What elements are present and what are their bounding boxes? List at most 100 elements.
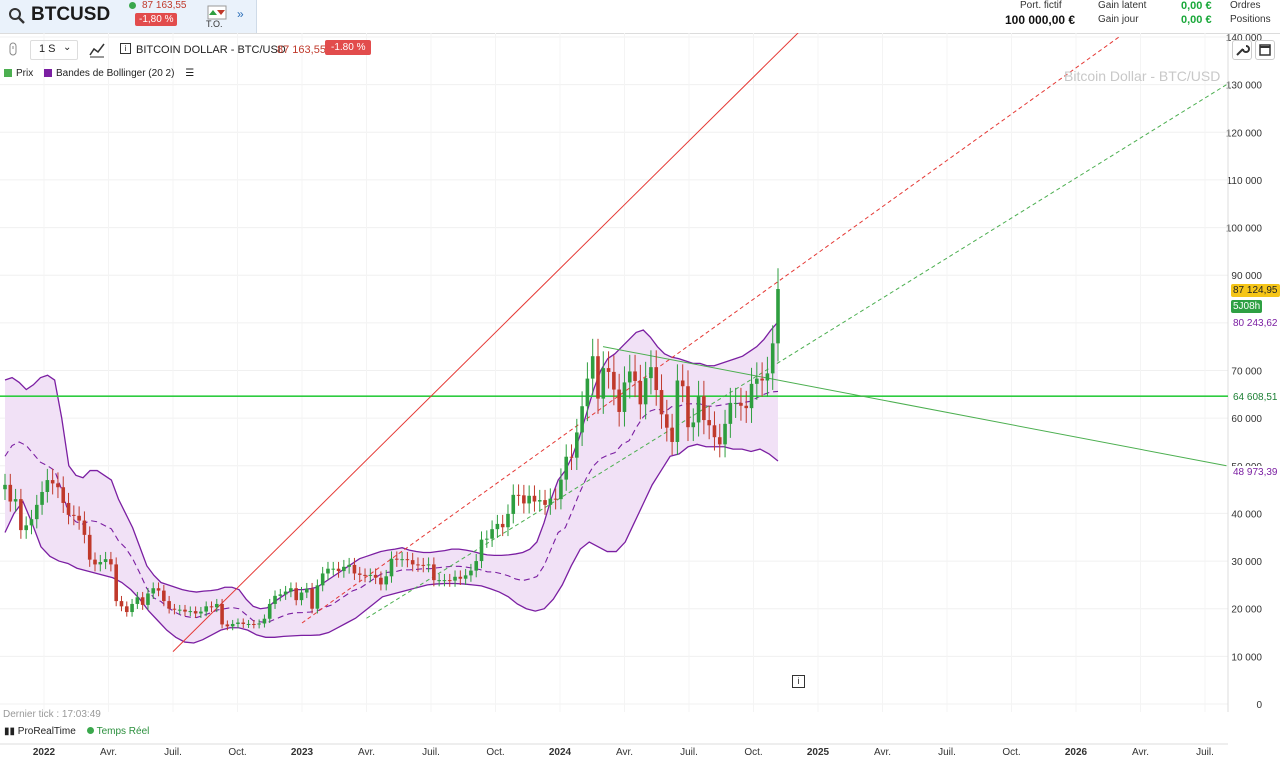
- candle-body: [617, 389, 621, 412]
- candle-body: [447, 580, 452, 582]
- candle-body: [72, 514, 76, 516]
- candle-body: [199, 611, 203, 614]
- candle-body: [733, 402, 738, 404]
- drag-handle-icon[interactable]: [8, 42, 18, 56]
- candle-body: [347, 564, 351, 567]
- x-tick-label: 2026: [1065, 747, 1088, 758]
- instrument-title: BITCOIN DOLLAR - BTC/USD: [136, 44, 286, 56]
- symbol-label[interactable]: BTCUSD: [31, 4, 111, 25]
- symbol-box[interactable]: BTCUSD 87 163,55 -1,80 % T.O. »: [0, 0, 257, 33]
- countdown-tag: 5J08h: [1231, 300, 1263, 313]
- legend-price[interactable]: Prix: [16, 68, 34, 79]
- candle-body: [585, 378, 590, 407]
- candle-body: [643, 378, 648, 405]
- portfolio-label: Port. fictif: [1020, 0, 1062, 11]
- y-tick-label: 90 000: [1231, 271, 1262, 282]
- candle-body: [114, 564, 118, 602]
- candle-body: [394, 558, 399, 560]
- candle-body: [209, 606, 214, 608]
- header-change-badge: -1,80 %: [135, 13, 178, 26]
- search-icon[interactable]: [8, 7, 26, 25]
- candle-body: [130, 603, 134, 613]
- candle-body: [61, 487, 66, 503]
- candle-body: [56, 483, 60, 488]
- candle-body: [34, 504, 39, 520]
- candle-body: [273, 595, 277, 604]
- x-tick-label: Oct.: [744, 747, 762, 758]
- support-tag: 64 608,51: [1231, 391, 1280, 404]
- to-label[interactable]: T.O.: [206, 19, 223, 29]
- trading-order-icon[interactable]: [204, 4, 230, 30]
- toolbar-price: 87 163,55: [277, 44, 326, 56]
- candle-body: [87, 534, 92, 560]
- candle-body: [119, 601, 124, 607]
- candle-body: [103, 559, 108, 563]
- live-dot: [129, 2, 136, 9]
- legend-bollinger[interactable]: Bandes de Bollinger (20 2): [56, 68, 175, 79]
- candle-body: [463, 575, 468, 579]
- candle-body: [236, 622, 240, 624]
- candle-body: [696, 396, 701, 423]
- candle-body: [400, 559, 404, 561]
- candle-body: [310, 588, 314, 609]
- maximize-icon[interactable]: [1255, 40, 1275, 60]
- bb-upper-tag: 80 243,62: [1231, 317, 1280, 330]
- candle-body: [564, 456, 569, 480]
- gain-jour-value: 0,00 €: [1181, 14, 1212, 26]
- candle-body: [304, 588, 309, 593]
- info-icon[interactable]: i: [120, 43, 131, 54]
- positions-link[interactable]: Positions: [1230, 14, 1271, 25]
- candle-body: [294, 588, 298, 601]
- candle-body: [214, 603, 219, 608]
- gain-latent-value: 0,00 €: [1181, 0, 1212, 12]
- realtime-label: Temps Réel: [96, 726, 150, 737]
- candle-body: [278, 594, 283, 596]
- candle-body: [691, 422, 696, 428]
- wrench-icon[interactable]: [1232, 40, 1252, 60]
- candle-body: [638, 380, 643, 405]
- candle-body: [516, 494, 521, 496]
- chart-type-icon[interactable]: [88, 41, 106, 59]
- candle-body: [490, 529, 494, 539]
- trendline: [301, 36, 1120, 624]
- candle-body: [151, 588, 156, 594]
- candle-body: [717, 437, 722, 445]
- x-tick-label: 2025: [807, 747, 830, 758]
- bollinger-upper: [4, 321, 779, 610]
- toolbar-change-badge: -1.80 %: [325, 40, 372, 55]
- candle-body: [389, 558, 394, 577]
- y-tick-label: 40 000: [1231, 509, 1262, 520]
- candle-body: [622, 382, 627, 412]
- candle-body: [98, 562, 103, 565]
- x-tick-label: 2024: [549, 747, 572, 758]
- candle-body: [739, 402, 743, 406]
- candle-body: [437, 580, 441, 582]
- expand-chevron-icon[interactable]: »: [237, 7, 244, 21]
- candle-body: [299, 592, 304, 601]
- candle-body: [770, 343, 775, 374]
- candle-body: [45, 480, 50, 492]
- x-tick-label: Oct.: [486, 747, 504, 758]
- bars-icon: ▮▮: [4, 726, 16, 737]
- timeframe-select[interactable]: 1 S ⌄: [30, 40, 78, 60]
- candle-body: [686, 386, 690, 428]
- x-tick-label: Avr.: [1132, 747, 1149, 758]
- candle-body: [315, 585, 320, 609]
- candle-body: [188, 611, 193, 613]
- candle-body: [649, 367, 653, 379]
- candle-body: [776, 289, 780, 344]
- candle-body: [331, 568, 336, 570]
- x-tick-label: Juil.: [938, 747, 956, 758]
- candle-body: [426, 564, 431, 566]
- x-tick-label: Avr.: [874, 747, 891, 758]
- candle-body: [712, 425, 717, 438]
- y-tick-label: 60 000: [1231, 414, 1262, 425]
- candle-body: [479, 539, 484, 562]
- orders-link[interactable]: Ordres: [1230, 0, 1261, 11]
- y-tick-label: 10 000: [1231, 652, 1262, 663]
- list-icon[interactable]: ☰: [185, 68, 195, 79]
- candle-body: [368, 574, 373, 576]
- event-info-icon[interactable]: i: [792, 675, 805, 688]
- candle-body: [135, 597, 140, 604]
